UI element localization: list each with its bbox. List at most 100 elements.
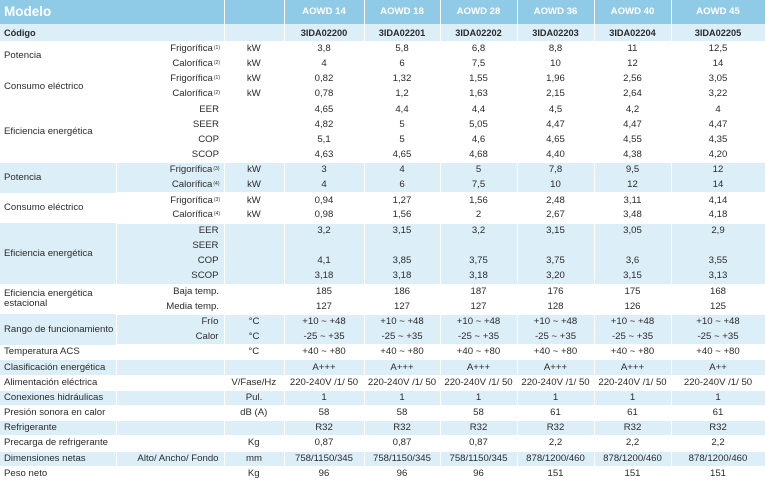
row-sublabel: COP	[116, 253, 225, 269]
footnote-marker: (2)	[213, 89, 220, 96]
row-value: -25 ~ +35	[364, 329, 441, 346]
code-unit-cell	[224, 24, 285, 41]
row-value: 0,87	[284, 435, 365, 452]
row-unit: kW	[224, 208, 285, 224]
table-row: Clasificación energética A+++ A+++ A+++ A+++…	[0, 359, 765, 376]
row-sublabel: Baja temp.	[116, 284, 224, 300]
table-row: Calorífica(4) kW 0,98 1,56 2 2,67 3,48 4,18	[0, 208, 765, 224]
row-sublabel-text: COP	[197, 255, 219, 267]
row-sublabel	[116, 344, 224, 361]
row-value: 127	[284, 299, 365, 315]
row-sublabel: Frío	[116, 314, 225, 330]
row-unit: kW	[224, 86, 285, 103]
row-value: 5	[440, 162, 518, 178]
table-row: COP 4,1 3,85 3,75 3,75 3,6 3,55	[0, 253, 765, 269]
row-sublabel: SCOP	[116, 147, 224, 164]
row-label: Clasificación energética	[0, 359, 117, 376]
row-value: 1,32	[364, 71, 441, 87]
row-value: 4	[284, 177, 365, 194]
row-value: +40 ~ +80	[440, 344, 518, 361]
row-value: 11	[594, 41, 672, 57]
footnote-marker: (4)	[213, 181, 220, 188]
code-value: 3IDA02202	[440, 24, 518, 41]
row-value: R32	[671, 420, 765, 437]
row-value: 4	[671, 101, 765, 117]
row-label: Rango de funcionamiento	[0, 314, 117, 345]
row-label: Eficiencia energética estacional	[0, 284, 116, 315]
row-unit	[224, 101, 285, 117]
row-value: 3,2	[440, 223, 518, 239]
table-row: Eficiencia energética EER 4,65 4,4 4,4 4,5 4,2…	[0, 101, 765, 163]
row-unit: kW	[224, 162, 285, 178]
table-row: Calor °C -25 ~ +35 -25 ~ +35 -25 ~ +35 -25 ~ …	[0, 329, 765, 346]
code-value: 3IDA02204	[594, 24, 672, 41]
row-unit	[224, 420, 285, 437]
row-sublabel-text: Frío	[201, 316, 219, 328]
row-value: 1,56	[364, 208, 441, 224]
table-row: Presión sonora en calor dB (A) 58 58 58 61 61 6…	[0, 405, 765, 422]
row-value: 2,48	[517, 192, 595, 209]
row-value: 3,20	[517, 268, 595, 285]
row-value: 1	[517, 390, 595, 407]
footnote-marker: (3)	[213, 166, 220, 173]
row-unit	[224, 284, 285, 300]
row-value: +40 ~ +80	[364, 344, 441, 361]
row-value: -25 ~ +35	[284, 329, 365, 346]
row-value: 8,8	[517, 41, 595, 57]
row-sublabel-text: EER	[198, 225, 219, 237]
row-label: Precarga de refrigerante	[0, 435, 116, 452]
row-sublabel	[116, 405, 224, 422]
row-value: 878/1200/460	[517, 451, 595, 467]
row-value: 127	[440, 299, 518, 315]
row-value: 4,55	[594, 132, 672, 148]
row-value: 7,8	[517, 162, 595, 178]
row-value: 12,5	[671, 41, 765, 57]
model-header: AOWD 14	[284, 0, 365, 24]
row-value: 4,2	[594, 101, 672, 117]
row-sublabel-text: Frigorífica	[170, 73, 213, 85]
row-value: -25 ~ +35	[440, 329, 518, 346]
row-value: 2	[440, 208, 518, 224]
row-value: 6,8	[440, 41, 518, 57]
row-unit: kW	[224, 71, 285, 87]
row-value: 878/1200/460	[594, 451, 672, 467]
row-unit: kW	[224, 41, 285, 57]
row-value: A+++	[517, 359, 595, 376]
row-sublabel-text: SCOP	[191, 270, 219, 282]
row-sublabel: Frigorífica(1)	[116, 41, 224, 57]
row-sublabel	[116, 435, 224, 452]
row-sublabel	[116, 420, 225, 437]
row-sublabel-text: Calorífica	[172, 57, 213, 69]
row-value: 2,64	[594, 86, 672, 103]
table-row: Consumo eléctrico Frigorífica(3) kW 0,94 1,2…	[0, 192, 765, 224]
row-value	[364, 238, 441, 254]
row-sublabel-text: Frigorífica	[170, 42, 213, 54]
code-value: 3IDA02205	[671, 24, 765, 41]
table-row: Calorífica(2) kW 4 6 7,5 10 12 14	[0, 56, 765, 72]
row-value: 4,65	[517, 132, 595, 148]
code-row: Código 3IDA02200 3IDA02201 3IDA02202 3ID…	[0, 24, 765, 41]
row-value: 127	[364, 299, 441, 315]
row-value: +10 ~ +48	[284, 314, 365, 330]
row-value: 3,13	[671, 268, 765, 285]
row-unit: Kg	[224, 435, 285, 452]
row-unit	[224, 223, 285, 239]
row-value: 0,94	[284, 192, 365, 209]
row-unit: °C	[224, 314, 285, 330]
row-unit	[224, 147, 285, 164]
row-sublabel-text: Media temp.	[166, 300, 219, 312]
row-value: 4,47	[594, 116, 672, 133]
row-value: 3,22	[671, 86, 765, 103]
table-row: Alimentación eléctrica V/Fase/Hz 220-240V …	[0, 375, 765, 391]
row-label: Peso neto	[0, 466, 116, 482]
row-value: +10 ~ +48	[364, 314, 441, 330]
row-value: 10	[517, 177, 595, 194]
row-value: 3,75	[517, 253, 595, 269]
row-label: Alimentación eléctrica	[0, 375, 116, 391]
row-value: 2,56	[594, 71, 672, 87]
row-value: 878/1200/460	[671, 451, 765, 467]
row-value: 7,5	[440, 177, 518, 194]
row-value: 58	[364, 405, 441, 422]
table-row: Dimensiones netas Alto/ Ancho/ Fondo mm 758…	[0, 451, 765, 467]
row-value: 220-240V /1/ 50	[594, 375, 672, 391]
